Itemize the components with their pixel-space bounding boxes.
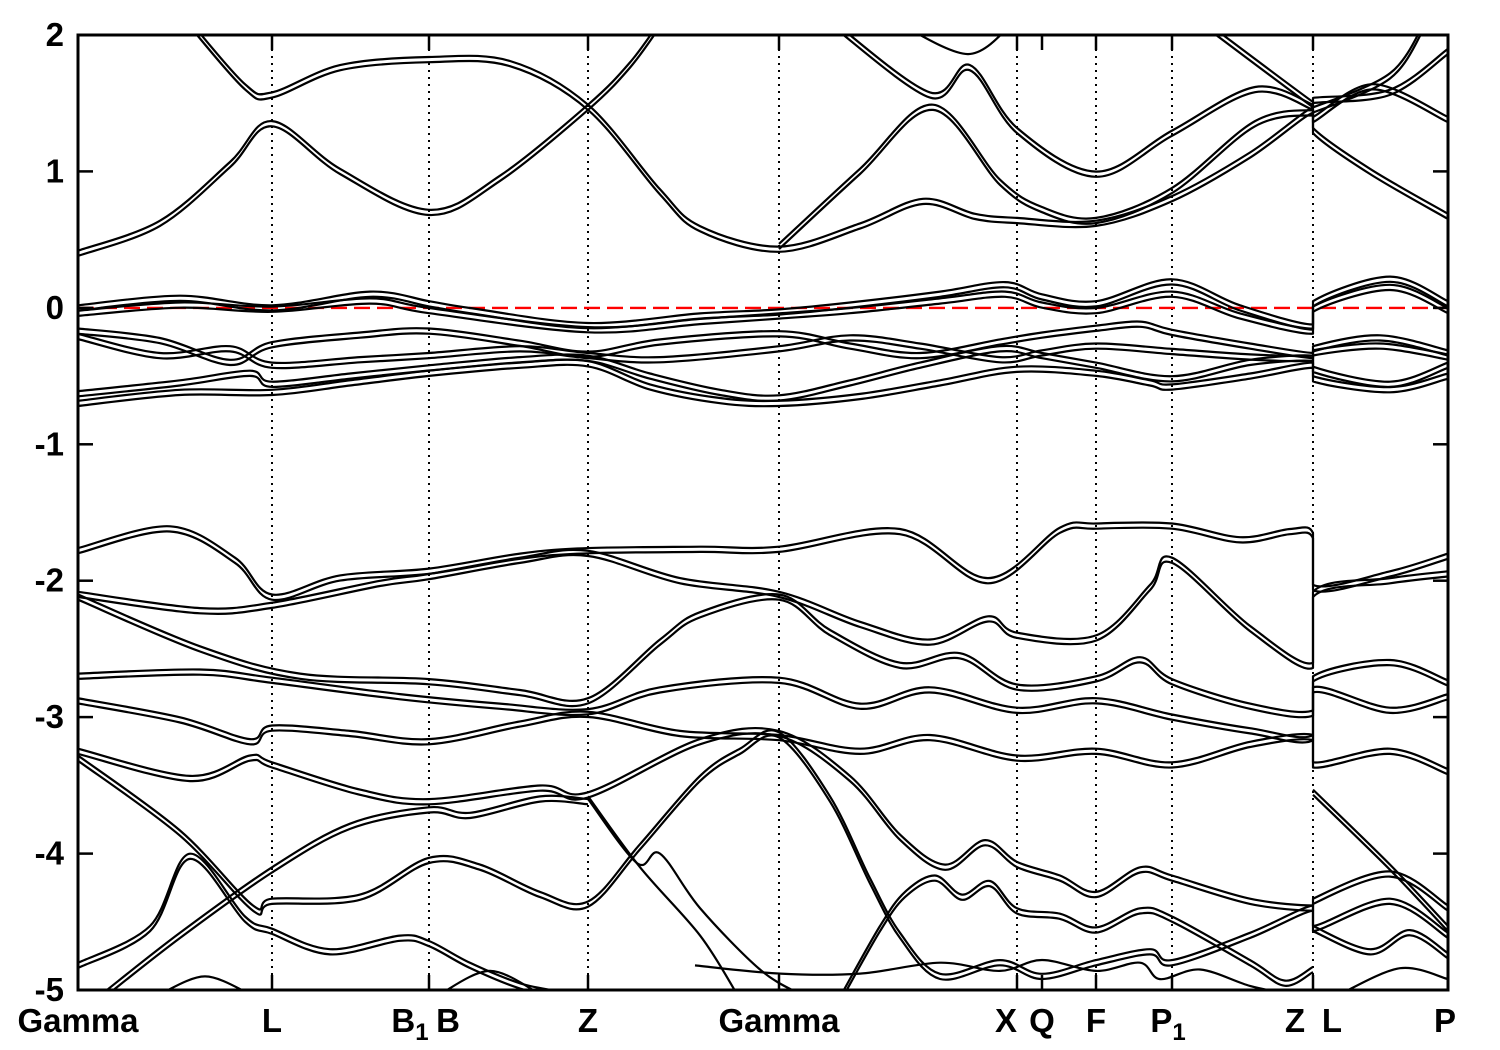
- band-curve: [199, 35, 1448, 248]
- band-curve: [78, 553, 1448, 670]
- band-curve: [778, 88, 1448, 250]
- band-curve: [111, 799, 589, 990]
- band-curve: [78, 332, 1448, 365]
- y-axis-label: 2: [46, 16, 64, 53]
- x-gridlines: [271, 35, 1314, 990]
- y-axis-label: -5: [35, 971, 64, 1008]
- band-curve: [78, 729, 1448, 976]
- band-curve: [694, 958, 1274, 990]
- y-axis-label: -4: [35, 835, 65, 872]
- y-axis-label: 1: [46, 152, 64, 189]
- x-axis-label: X: [995, 1002, 1017, 1039]
- band-curve: [1312, 924, 1448, 955]
- y-axis-label: -2: [35, 562, 64, 599]
- band-curve: [78, 857, 530, 990]
- x-axis-label: P1: [1150, 1002, 1185, 1046]
- band-curve: [78, 363, 1448, 408]
- band-curve: [78, 702, 1448, 776]
- x-axis-label: F: [1086, 1002, 1106, 1039]
- x-axis-label: Q: [1029, 1002, 1055, 1039]
- band-curve: [78, 320, 1448, 361]
- band-curve: [78, 275, 1448, 326]
- band-curve: [1214, 35, 1448, 109]
- band-curve: [444, 969, 536, 990]
- band-curve: [78, 852, 558, 990]
- band-curve: [1345, 966, 1448, 990]
- x-axis-label: P: [1434, 1002, 1456, 1039]
- x-axis-label: Gamma: [17, 1002, 139, 1039]
- band-curve: [78, 598, 1448, 719]
- band-curve: [78, 338, 1448, 370]
- band-curve: [917, 35, 1003, 56]
- band-curve: [78, 344, 1448, 397]
- x-axis-label: L: [1322, 1002, 1342, 1039]
- band-curve: [78, 288, 1448, 335]
- y-tick-labels: 2 1 0 -1 -2 -3 -4 -5: [35, 16, 65, 1008]
- plot-frame: [76, 33, 1450, 992]
- band-curve: [78, 726, 1448, 907]
- band-curve: [587, 798, 795, 990]
- x-axis-label: Z: [578, 1002, 598, 1039]
- band-curve: [78, 35, 656, 257]
- band-curve: [78, 358, 1448, 403]
- band-curve: [78, 521, 1448, 596]
- y-axis-label: 0: [46, 289, 64, 326]
- band-curve: [78, 548, 1448, 665]
- x-axis-label: B1: [391, 1002, 428, 1046]
- band-curve: [1312, 930, 1448, 960]
- band-curve: [78, 35, 652, 252]
- band-curve: [78, 732, 1448, 912]
- band-curve: [78, 734, 1448, 981]
- y-axis-label: -1: [35, 425, 64, 462]
- x-axis-label: L: [262, 1002, 282, 1039]
- band-curve: [78, 325, 1448, 367]
- band-curves: [78, 35, 1448, 990]
- band-curve: [78, 673, 1448, 744]
- band-curve: [78, 592, 1448, 714]
- band-curve: [105, 794, 589, 990]
- x-axis-label: Gamma: [718, 1002, 840, 1039]
- band-curve: [842, 874, 1314, 990]
- band-curve: [78, 668, 1448, 739]
- band-curve: [1312, 794, 1448, 932]
- x-tick-labels: Gamma L B1 B Z Gamma X Q F P1 Z L P: [17, 1002, 1456, 1046]
- band-curve: [1312, 788, 1448, 927]
- band-curve: [78, 526, 1448, 602]
- band-curve: [78, 283, 1448, 330]
- band-curve: [1221, 35, 1448, 104]
- axis-ticks: [78, 33, 1448, 992]
- x-axis-label: B: [436, 1002, 460, 1039]
- band-curve: [587, 795, 736, 990]
- band-curve: [195, 35, 1448, 253]
- band-curve: [845, 879, 1314, 990]
- y-axis-label: -3: [35, 698, 64, 735]
- x-axis-label: Z: [1285, 1002, 1305, 1039]
